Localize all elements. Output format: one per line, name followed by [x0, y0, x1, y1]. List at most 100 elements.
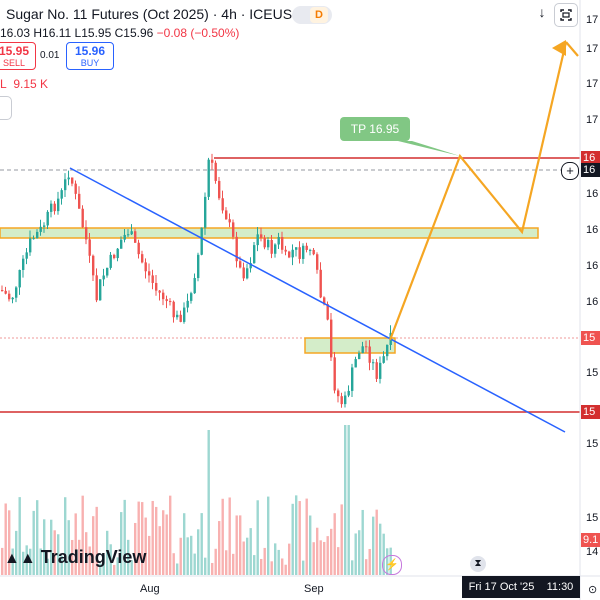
candle-body: [99, 279, 102, 301]
supply-zone: [0, 227, 539, 239]
volume-bar: [15, 530, 18, 575]
candle-body: [144, 262, 147, 272]
candle-body: [190, 293, 193, 301]
candle-body: [214, 162, 217, 181]
sell-button[interactable]: 15.95 SELL: [0, 42, 36, 70]
price-axis-label: 14: [586, 546, 599, 558]
candle-body: [64, 179, 67, 191]
volume-bar: [29, 548, 32, 575]
candle-body: [172, 301, 175, 318]
candle-body: [123, 234, 126, 240]
candle-body: [92, 255, 95, 276]
time-axis-reset-icon[interactable]: ⊙: [588, 584, 598, 596]
volume-bar: [57, 534, 60, 575]
volume-bar: [120, 512, 123, 575]
add-alert-icon[interactable]: +: [561, 162, 579, 180]
volume-bar: [340, 504, 343, 575]
buy-button[interactable]: 15.96 BUY: [66, 42, 114, 70]
volume-bar: [211, 562, 214, 575]
volume-bar: [92, 516, 95, 575]
volume-bar: [11, 548, 14, 575]
candle-body: [333, 357, 336, 391]
spread-value: 0.01: [40, 50, 60, 61]
candle-body: [344, 395, 347, 405]
volume-bar: [179, 537, 182, 575]
candle-body: [249, 263, 252, 269]
candle-body: [193, 278, 196, 294]
candle-body: [71, 177, 74, 184]
candle-body: [67, 177, 70, 180]
candle-body: [158, 290, 161, 293]
volume-bar: [375, 509, 378, 575]
cursor-date: Fri 17 Oct '25: [468, 581, 535, 593]
candle-body: [246, 268, 249, 279]
candle-body: [372, 362, 375, 364]
price-axis-label: 15: [586, 367, 599, 379]
price-axis-label: 16: [586, 296, 599, 308]
download-icon[interactable]: ↓: [538, 4, 546, 20]
price-axis-label: 17: [586, 43, 599, 55]
projection-path: [388, 41, 568, 341]
candle-body: [22, 258, 25, 270]
symbol-title[interactable]: Sugar No. 11 Futures (Oct 2025) · 4h · I…: [6, 6, 293, 22]
volume-bar: [312, 542, 315, 575]
candle-body: [382, 356, 385, 363]
volume-bar: [190, 535, 193, 575]
candle-body: [148, 271, 151, 276]
volume-price-tag: 9.1: [581, 533, 600, 547]
volume-bar: [32, 510, 35, 575]
candle-body: [169, 301, 172, 303]
candle-body: [116, 248, 119, 259]
volume-bar: [197, 529, 200, 575]
price-axis-label: 16: [586, 224, 599, 236]
candle-body: [120, 239, 123, 249]
resistance-price-tag: 16: [581, 151, 600, 165]
candle-body: [127, 234, 130, 236]
candle-body: [179, 314, 182, 322]
volume-bar: [274, 543, 277, 575]
volume-bar: [127, 539, 130, 575]
volume-bar: [123, 499, 126, 575]
price-axis-label: 16: [586, 188, 599, 200]
candle-body: [43, 225, 46, 227]
support-price-tag: 15: [581, 405, 600, 419]
tp-label-box[interactable]: TP 16.95: [340, 117, 410, 141]
candle-body: [284, 249, 287, 252]
projection-tail: [565, 41, 579, 57]
volume-bar: [144, 517, 147, 575]
volume-bar: [256, 500, 259, 575]
lightning-icon[interactable]: ⚡: [382, 555, 402, 575]
collapse-legend-button[interactable]: [0, 96, 12, 120]
candle-body: [379, 362, 382, 379]
volume-bar: [239, 515, 242, 575]
candle-body: [109, 254, 112, 268]
volume-bar: [106, 530, 109, 575]
volume-bar: [218, 521, 221, 575]
volume-bar: [130, 560, 133, 575]
price-axis-label: 17: [586, 14, 599, 26]
candle-body: [57, 198, 60, 212]
volume-bar: [85, 532, 88, 575]
candle-body: [386, 344, 389, 357]
candle-body: [50, 203, 53, 212]
candle-body: [29, 238, 32, 253]
current-price-tag: 15: [581, 331, 600, 345]
candle-body: [53, 203, 56, 212]
candle-body: [225, 210, 228, 220]
candle-body: [211, 159, 214, 163]
volume-bar: [361, 509, 364, 575]
timer-icon[interactable]: ⧗: [470, 556, 486, 572]
candle-body: [1, 290, 4, 291]
screenshot-button[interactable]: [554, 3, 578, 27]
volume-bar: [288, 543, 291, 575]
volume-bar: [18, 497, 21, 575]
low-value: 15.95: [81, 26, 112, 40]
delayed-badge[interactable]: D: [310, 7, 328, 23]
volume-bar: [78, 539, 81, 575]
candle-body: [267, 239, 270, 248]
tradingview-logo[interactable]: ▲▲ TradingView: [4, 547, 146, 568]
candle-body: [81, 208, 84, 228]
candle-body: [88, 239, 91, 256]
volume-bar: [39, 548, 42, 575]
